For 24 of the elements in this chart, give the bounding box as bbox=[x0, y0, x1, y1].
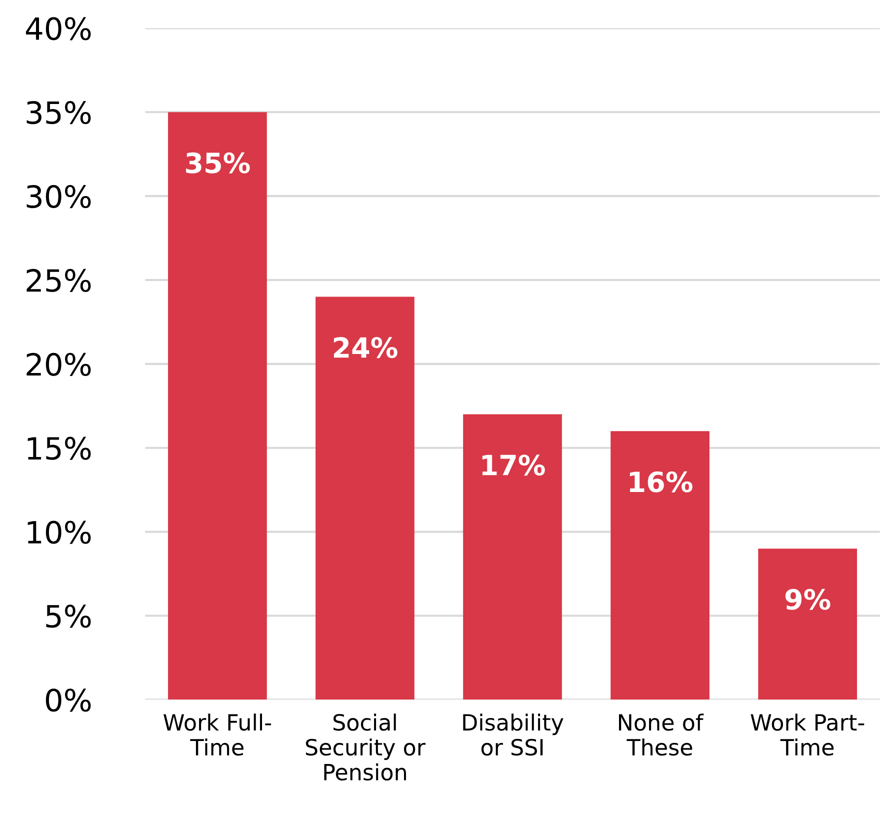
x-tick-label: None of These bbox=[618, 714, 704, 756]
bar bbox=[610, 431, 710, 700]
y-tick-label: 10% bbox=[28, 520, 91, 544]
x-tick-label: Social Security or Pension bbox=[306, 714, 426, 781]
bar bbox=[463, 414, 562, 700]
bar bbox=[168, 112, 267, 700]
y-tick-label: 0% bbox=[46, 688, 91, 712]
data-label: 9% bbox=[785, 588, 830, 610]
bar bbox=[758, 548, 858, 700]
data-label: 35% bbox=[186, 152, 250, 174]
data-label: 17% bbox=[482, 454, 545, 476]
y-tick-label: 25% bbox=[26, 268, 91, 292]
y-tick-label: 30% bbox=[26, 184, 91, 208]
data-label: 16% bbox=[630, 471, 692, 492]
y-tick-label: 15% bbox=[28, 436, 91, 460]
x-tick-label: Disability or SSI bbox=[463, 714, 564, 756]
y-tick-label: 35% bbox=[26, 101, 91, 124]
x-tick-label: Work Part- Time bbox=[750, 714, 864, 756]
y-tick-label: 20% bbox=[26, 352, 91, 376]
bar bbox=[316, 296, 414, 700]
data-label: 24% bbox=[334, 337, 398, 358]
x-tick-label: Work Full- Time bbox=[164, 714, 272, 756]
y-tick-label: 40% bbox=[26, 17, 91, 40]
y-tick-label: 5% bbox=[46, 604, 91, 628]
